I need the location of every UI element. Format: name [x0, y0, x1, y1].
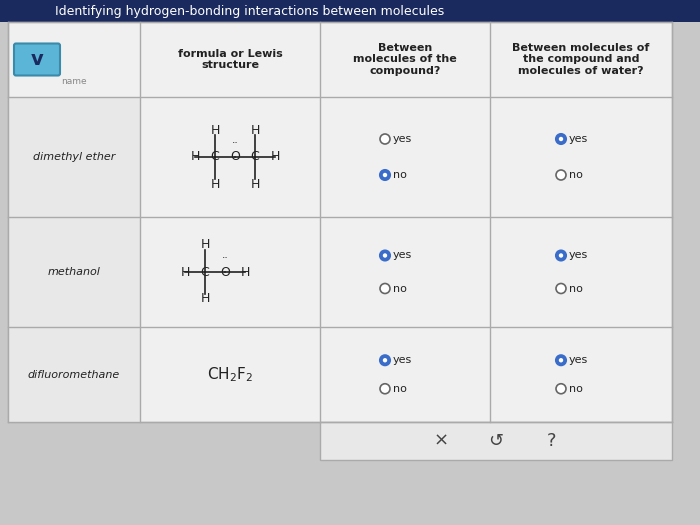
Circle shape	[380, 250, 390, 260]
Circle shape	[556, 134, 566, 144]
Text: C: C	[251, 151, 260, 163]
Text: H: H	[190, 151, 199, 163]
Text: formula or Lewis
structure: formula or Lewis structure	[178, 49, 282, 70]
Text: O: O	[220, 266, 230, 278]
FancyBboxPatch shape	[8, 22, 672, 422]
Text: O: O	[230, 151, 240, 163]
Text: C: C	[211, 151, 219, 163]
Circle shape	[556, 355, 566, 365]
Circle shape	[559, 253, 564, 258]
Circle shape	[383, 253, 387, 258]
Text: Between molecules of
the compound and
molecules of water?: Between molecules of the compound and mo…	[512, 43, 650, 76]
Text: yes: yes	[569, 134, 588, 144]
Text: C: C	[201, 266, 209, 278]
Text: CH$_2$F$_2$: CH$_2$F$_2$	[207, 365, 253, 384]
Text: ↺: ↺	[489, 432, 503, 450]
Text: yes: yes	[569, 250, 588, 260]
Text: dimethyl ether: dimethyl ether	[33, 152, 116, 162]
Text: no: no	[393, 384, 407, 394]
Text: ×: ×	[433, 432, 449, 450]
Text: H: H	[210, 177, 220, 191]
Circle shape	[556, 170, 566, 180]
Circle shape	[380, 134, 390, 144]
Text: difluoromethane: difluoromethane	[28, 370, 120, 380]
FancyBboxPatch shape	[0, 0, 700, 22]
Text: no: no	[393, 170, 407, 180]
Text: H: H	[210, 123, 220, 136]
Text: H: H	[270, 151, 280, 163]
Text: H: H	[200, 292, 210, 306]
Circle shape	[383, 358, 387, 362]
Text: H: H	[251, 177, 260, 191]
Text: yes: yes	[393, 355, 412, 365]
Text: no: no	[393, 284, 407, 293]
Text: no: no	[569, 170, 583, 180]
Circle shape	[556, 250, 566, 260]
Text: no: no	[569, 284, 583, 293]
Circle shape	[559, 358, 564, 362]
Text: no: no	[569, 384, 583, 394]
Circle shape	[383, 173, 387, 177]
FancyBboxPatch shape	[320, 422, 672, 460]
Text: H: H	[181, 266, 190, 278]
Text: Between
molecules of the
compound?: Between molecules of the compound?	[353, 43, 457, 76]
Text: ··: ··	[232, 138, 239, 148]
Text: H: H	[200, 238, 210, 251]
Text: v: v	[31, 50, 43, 69]
Circle shape	[380, 284, 390, 293]
Text: yes: yes	[393, 134, 412, 144]
Text: name: name	[61, 78, 87, 87]
Circle shape	[380, 170, 390, 180]
Circle shape	[559, 137, 564, 141]
Text: yes: yes	[569, 355, 588, 365]
FancyBboxPatch shape	[8, 217, 140, 327]
Text: H: H	[251, 123, 260, 136]
FancyBboxPatch shape	[8, 327, 140, 422]
Text: yes: yes	[393, 250, 412, 260]
Text: Identifying hydrogen-bonding interactions between molecules: Identifying hydrogen-bonding interaction…	[55, 5, 445, 17]
Circle shape	[380, 355, 390, 365]
Circle shape	[380, 384, 390, 394]
Text: H: H	[240, 266, 250, 278]
FancyBboxPatch shape	[8, 97, 140, 217]
FancyBboxPatch shape	[14, 44, 60, 76]
Text: ··: ··	[222, 253, 228, 263]
Text: ?: ?	[546, 432, 556, 450]
Text: methanol: methanol	[48, 267, 100, 277]
Circle shape	[556, 284, 566, 293]
Circle shape	[556, 384, 566, 394]
